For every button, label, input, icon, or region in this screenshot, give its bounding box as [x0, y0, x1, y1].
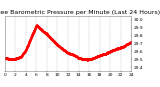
Title: Milwaukee Barometric Pressure per Minute (Last 24 Hours): Milwaukee Barometric Pressure per Minute… [0, 10, 160, 15]
